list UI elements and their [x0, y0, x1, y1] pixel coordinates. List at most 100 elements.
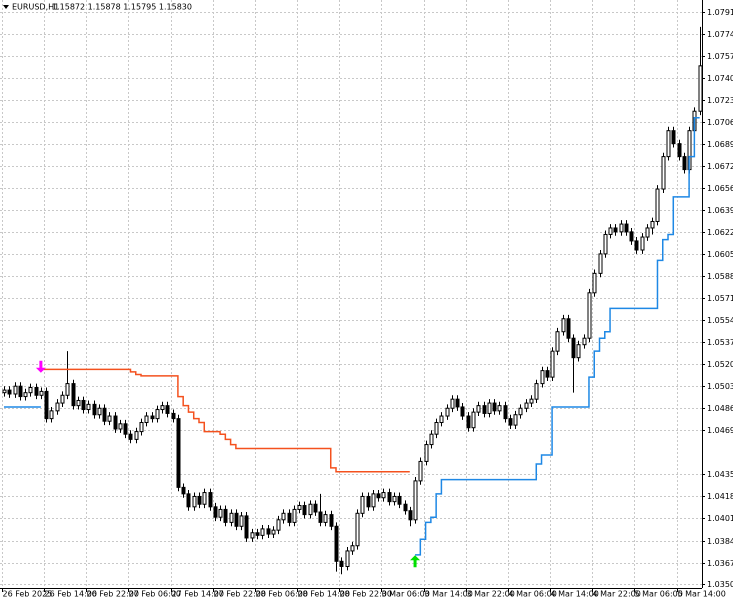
signal-arrow [35, 360, 46, 373]
candle-body [118, 423, 123, 430]
candle-body [297, 505, 302, 510]
y-tick-label: 1.03670 [707, 559, 733, 568]
candle-body [666, 130, 671, 158]
x-tick-label: 28 Feb 22:00 [340, 590, 392, 599]
candle-body [250, 532, 255, 539]
candle-body [471, 411, 476, 429]
candle-body [360, 495, 365, 514]
x-tick-label: 4 Mar 06:00 [509, 590, 557, 599]
candle-body [292, 508, 297, 523]
candle-body [455, 398, 460, 408]
candle-body [487, 402, 492, 414]
candle-body [287, 512, 292, 523]
candle-body [60, 394, 65, 404]
candle-body [271, 529, 276, 535]
candle-body [650, 220, 655, 229]
candle-body [144, 415, 149, 424]
candle-body [497, 405, 502, 412]
y-tick-label: 1.04180 [707, 492, 733, 501]
y-tick-label: 1.07915 [707, 8, 733, 17]
candle-body [102, 407, 107, 422]
candle-body [582, 337, 587, 346]
candle-body [403, 503, 408, 512]
candle-body [281, 512, 286, 521]
candle-body [23, 392, 28, 398]
candle-body [355, 512, 360, 547]
y-tick-label: 1.07745 [707, 30, 733, 39]
plot [2, 26, 703, 575]
candle-body [329, 514, 334, 527]
candle-body [308, 503, 313, 516]
candle-body [13, 385, 18, 395]
candle-body [28, 386, 33, 394]
candle-body [44, 390, 49, 420]
candle-body [408, 510, 413, 521]
y-tick-label: 1.05710 [707, 294, 733, 303]
candle-body [171, 412, 176, 420]
menu-icon[interactable] [3, 5, 9, 9]
candle-body [202, 492, 207, 505]
candle-body [482, 405, 487, 414]
candle-body [598, 253, 603, 274]
candle-body [534, 383, 539, 400]
candle-body [218, 508, 223, 518]
candle-body [698, 65, 703, 112]
candle-body [86, 403, 91, 411]
candle-body [7, 389, 12, 395]
candle-body [445, 407, 450, 417]
candle-body [55, 402, 60, 412]
x-tick-label: 26 Feb 22:00 [87, 590, 139, 599]
candle-body [460, 406, 465, 417]
candle-body [550, 350, 555, 378]
candle-body [450, 398, 455, 409]
y-tick-label: 1.03840 [707, 537, 733, 546]
candle-body [81, 399, 86, 411]
candle-body [682, 156, 687, 171]
candle-body [160, 405, 165, 411]
candle-body [439, 415, 444, 424]
candle-body [566, 318, 571, 339]
y-tick-label: 1.06560 [707, 184, 733, 193]
candle-body [213, 506, 218, 518]
candle-body [619, 223, 624, 233]
candle-body [587, 292, 592, 339]
candle-body [540, 370, 545, 385]
candle-body [334, 525, 339, 562]
y-tick-label: 1.03505 [707, 580, 733, 589]
candle-body [529, 398, 534, 404]
candle-body [192, 495, 197, 508]
candle-body [418, 460, 423, 482]
candle-body [603, 233, 608, 255]
candle-body [234, 512, 239, 527]
candle-body [266, 528, 271, 535]
candle-body [244, 515, 249, 539]
candle-body [76, 399, 81, 407]
x-tick-label: 27 Feb 06:00 [129, 590, 181, 599]
candle-body [123, 423, 128, 435]
x-tick-label: 4 Mar 22:00 [593, 590, 641, 599]
candle-body [97, 407, 102, 416]
x-tick-label: 27 Feb 22:00 [214, 590, 266, 599]
y-tick-label: 1.06050 [707, 250, 733, 259]
y-tick-label: 1.07575 [707, 52, 733, 61]
candle-body [476, 405, 481, 413]
candle-body [655, 188, 660, 222]
candle-body [134, 431, 139, 440]
candle-body [155, 409, 160, 420]
candle-body [640, 236, 645, 251]
candle-body [2, 389, 7, 394]
candle-body [397, 495, 402, 505]
x-tick-label: 3 Mar 14:00 [425, 590, 473, 599]
candle-body [276, 519, 281, 531]
y-tick-label: 1.06725 [707, 162, 733, 171]
candle-body [371, 493, 376, 508]
x-tick-label: 4 Mar 14:00 [551, 590, 599, 599]
candle-body [671, 130, 676, 145]
candle-body [128, 433, 133, 440]
candle-body [492, 402, 497, 412]
candle-body [381, 492, 386, 499]
y-tick-label: 1.04350 [707, 470, 733, 479]
candle-body [49, 410, 54, 420]
